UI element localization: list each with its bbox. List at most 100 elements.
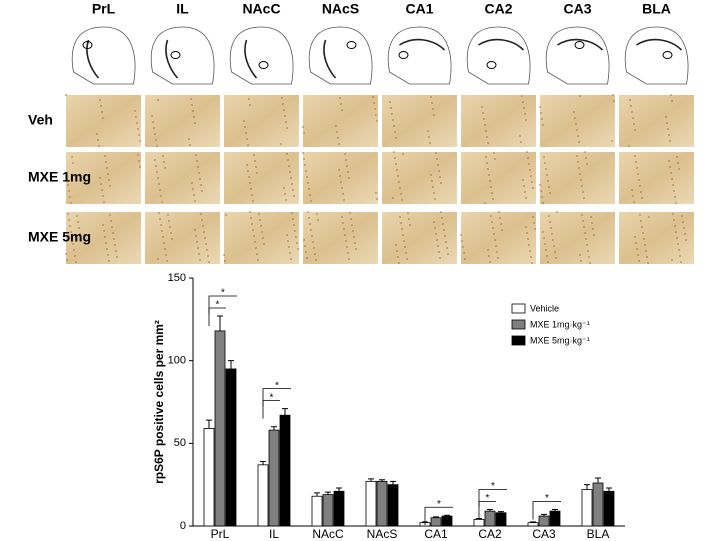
cell-dot (306, 176, 308, 178)
bar (387, 484, 399, 527)
cell-dot (310, 200, 312, 202)
cell-dot (67, 213, 69, 215)
cell-dot (247, 170, 249, 172)
cell-dot (642, 232, 644, 234)
cell-dot (96, 133, 98, 135)
cell-dot (295, 236, 297, 238)
significance-label: * (270, 392, 274, 403)
cell-dot (522, 179, 524, 181)
cell-dot (345, 240, 347, 242)
cell-dot (521, 95, 523, 97)
cell-dot (545, 249, 547, 251)
cell-dot (98, 145, 100, 147)
cell-dot (580, 179, 582, 181)
y-axis-label: rpS6P positive cells per mm² (152, 320, 166, 484)
cell-dot (289, 252, 291, 254)
cell-dot (430, 96, 432, 98)
cell-dot (488, 255, 490, 257)
legend-label: Vehicle (530, 303, 559, 313)
cell-dot (163, 242, 165, 244)
cell-dot (206, 249, 208, 251)
cell-dot (589, 262, 591, 264)
micrograph (382, 152, 457, 204)
cell-dot (70, 202, 72, 204)
cell-dot (665, 116, 667, 118)
x-tick-label: BLA (587, 527, 610, 541)
cell-dot (350, 218, 352, 220)
bar (473, 518, 485, 527)
cell-dot (162, 155, 164, 157)
cell-dot (549, 221, 551, 223)
cell-dot (577, 135, 579, 137)
cell-dot (672, 184, 674, 186)
micrograph (66, 95, 141, 147)
cell-dot (545, 168, 547, 170)
cell-dot (578, 167, 580, 169)
cell-dot (493, 152, 495, 154)
bar (430, 517, 442, 527)
cell-dot (375, 114, 377, 116)
cell-dot (682, 221, 684, 223)
cell-dot (108, 260, 110, 262)
cell-dot (253, 235, 255, 237)
cell-dot (556, 211, 558, 213)
cell-dot (638, 179, 640, 181)
cell-dot (400, 193, 402, 195)
cell-dot (167, 214, 169, 216)
cell-dot (586, 163, 588, 165)
error-bar (260, 461, 266, 465)
cell-dot (675, 231, 677, 233)
error-bar (390, 480, 396, 485)
legend-swatch (511, 319, 526, 330)
row-label: Veh (28, 112, 53, 128)
cell-dot (436, 158, 438, 160)
cell-dot (317, 219, 319, 221)
bar (484, 510, 496, 527)
cell-dot (305, 170, 307, 172)
error-bar (368, 478, 374, 482)
cell-dot (70, 231, 72, 233)
cell-dot (116, 256, 118, 258)
cell-dot (79, 233, 81, 235)
cell-dot (99, 99, 101, 101)
cell-dot (401, 228, 403, 230)
cell-dot (390, 107, 392, 109)
bar (376, 480, 388, 527)
cell-dot (260, 225, 262, 227)
cell-dot (546, 255, 548, 257)
cell-dot (432, 186, 434, 188)
cell-dot (546, 174, 548, 176)
cell-dot (525, 197, 527, 199)
cell-dot (155, 139, 157, 141)
cell-dot (197, 247, 199, 249)
cell-dot (109, 214, 111, 216)
cell-dot (309, 223, 311, 225)
cell-dot (443, 229, 445, 231)
atlas-outline (466, 26, 531, 85)
bar (441, 515, 453, 527)
bar (549, 510, 561, 527)
cell-dot (157, 258, 159, 260)
cell-dot (482, 112, 484, 114)
cell-dot (531, 181, 533, 183)
cell-dot (293, 195, 295, 197)
cell-dot (163, 161, 165, 163)
cell-dot (97, 139, 99, 141)
cell-dot (169, 226, 171, 228)
cell-dot (488, 174, 490, 176)
cell-dot (491, 221, 493, 223)
cell-dot (308, 188, 310, 190)
cell-dot (199, 259, 201, 261)
cell-dot (524, 191, 526, 193)
cell-dot (647, 262, 649, 264)
cell-dot (188, 138, 190, 140)
cell-dot (347, 252, 349, 254)
cell-dot (461, 240, 463, 242)
cell-dot (632, 117, 634, 119)
cell-dot (592, 228, 594, 230)
cell-dot (191, 104, 193, 106)
cell-dot (192, 188, 194, 190)
cell-dot (400, 222, 402, 224)
cell-dot (492, 198, 494, 200)
cell-dot (313, 247, 315, 249)
